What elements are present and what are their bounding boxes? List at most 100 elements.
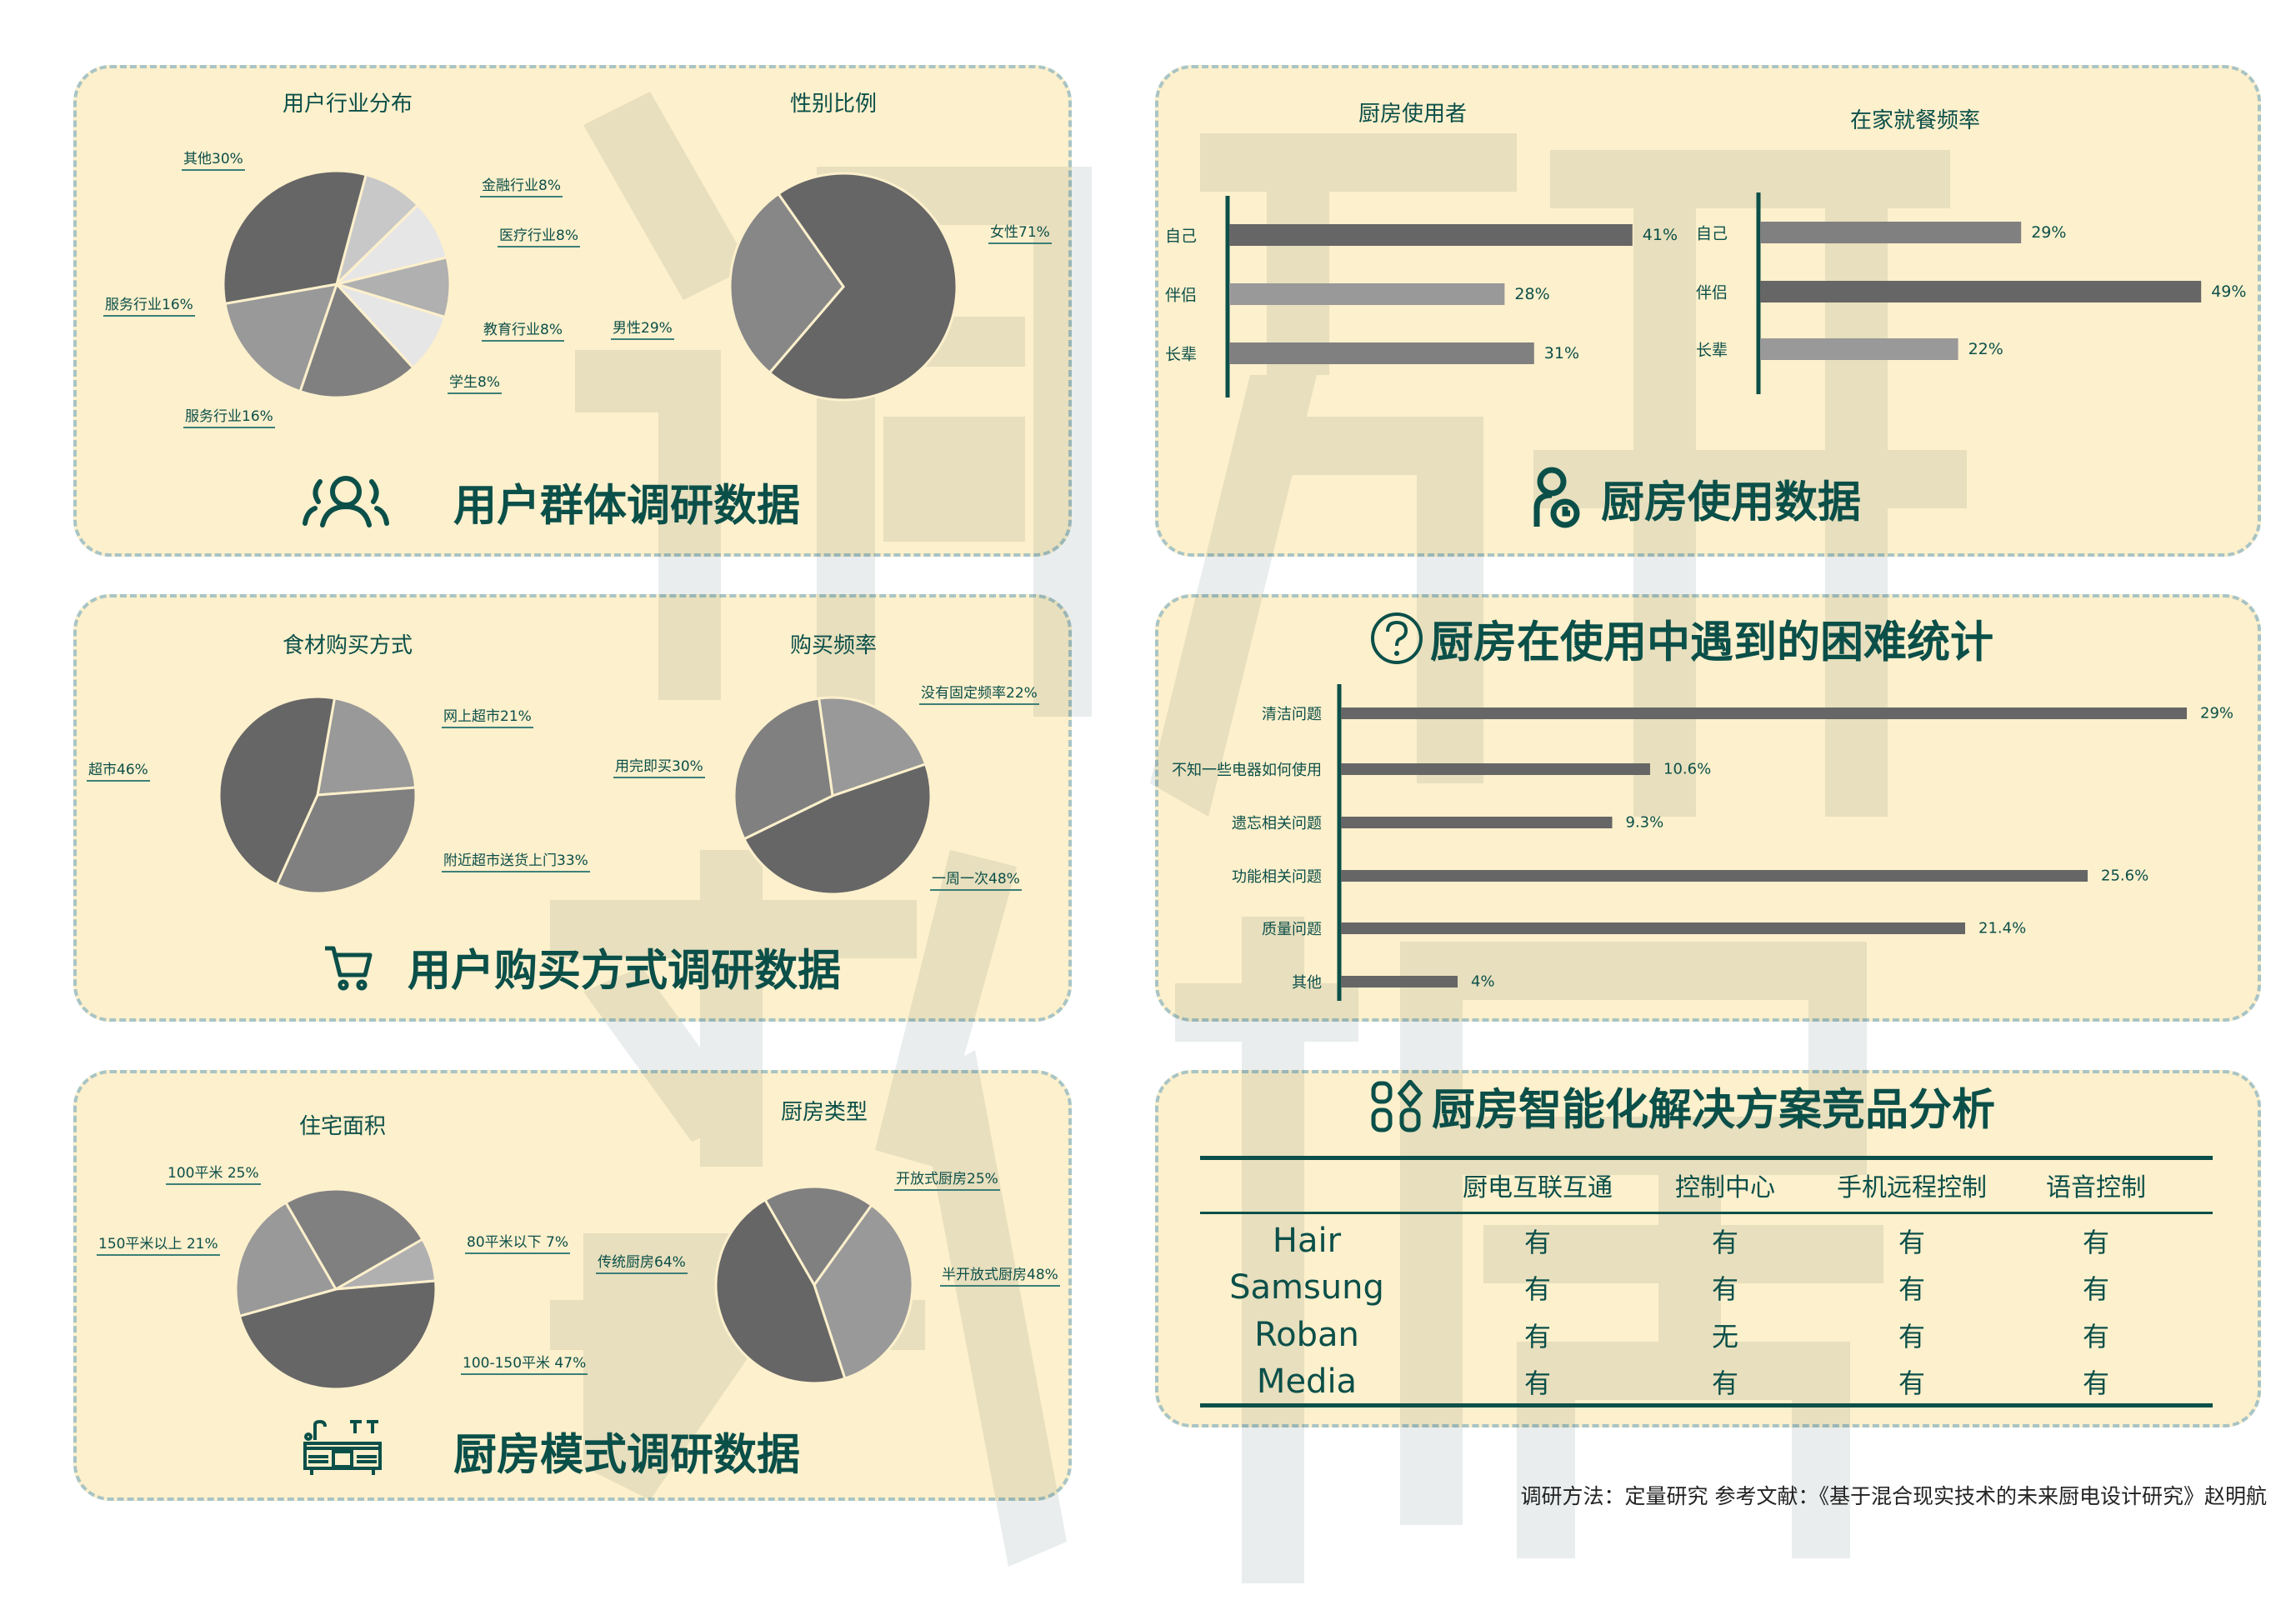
pie-label: 传统厨房64% <box>596 1250 688 1274</box>
bar-value-label: 29% <box>2200 704 2234 722</box>
bar <box>1341 976 1458 988</box>
section-title: 用户群体调研数据 <box>453 481 801 532</box>
table-cell: 有 <box>1711 1273 1739 1305</box>
brand-name: Media <box>1256 1362 1358 1401</box>
pie-slice <box>223 282 339 393</box>
bar-category-label: 质量问题 <box>1262 921 1322 938</box>
apps-icon <box>1371 1080 1423 1132</box>
pie-label: 开放式厨房25% <box>894 1167 1000 1191</box>
bar-value-label: 9.3% <box>1625 813 1664 832</box>
table-cell: 有 <box>1523 1368 1552 1399</box>
user-clock-icon <box>1533 467 1580 528</box>
pie-slice <box>298 282 415 399</box>
bar-category-label: 遗忘相关问题 <box>1232 815 1322 832</box>
pie-label: 网上超市21% <box>442 704 533 728</box>
pie-label: 金融行业8% <box>480 173 563 198</box>
pie-label: 医疗行业8% <box>498 223 580 248</box>
bar <box>1229 224 1633 246</box>
bar <box>1341 817 1613 828</box>
table-cell: 有 <box>2082 1273 2110 1305</box>
bar <box>1341 763 1650 775</box>
table-cell: 有 <box>1898 1321 1926 1352</box>
pie-label: 附近超市送货上门33% <box>442 848 590 872</box>
table-cell: 无 <box>1711 1321 1739 1352</box>
bar <box>1760 338 1958 360</box>
column-header: 手机远程控制 <box>1837 1173 1987 1202</box>
section-title: 厨房模式调研数据 <box>453 1430 801 1481</box>
pie-slice <box>238 1279 438 1391</box>
pie-slice <box>283 1188 424 1292</box>
bar-category-label: 伴侣 <box>1165 286 1198 305</box>
pie-slice <box>813 1203 914 1381</box>
bar <box>1760 222 2022 243</box>
pie-label: 没有固定频率22% <box>919 681 1039 705</box>
bar-category-label: 不知一些电器如何使用 <box>1172 762 1322 779</box>
section-title: 厨房在使用中遇到的困难统计 <box>1430 618 1994 668</box>
pie-label: 超市46% <box>87 758 150 782</box>
table-rule <box>1200 1156 2213 1160</box>
bar-value-label: 28% <box>1514 285 1550 303</box>
chart-title: 厨房使用者 <box>1358 102 1468 127</box>
brand-name: Samsung <box>1229 1268 1384 1307</box>
pie-label: 学生8% <box>448 370 502 394</box>
table-cell: 有 <box>2082 1368 2110 1399</box>
chart-title: 购买频率 <box>789 633 878 658</box>
pie-slice <box>817 696 928 798</box>
table-cell: 有 <box>1898 1368 1926 1399</box>
bar-value-label: 10.6% <box>1663 760 1712 778</box>
pie-label: 男性29% <box>611 316 674 340</box>
pie-label: 一周一次48% <box>930 867 1022 891</box>
table-cell: 有 <box>1523 1273 1552 1305</box>
bar-category-label: 清洁问题 <box>1262 706 1322 723</box>
pie-slice <box>768 172 958 402</box>
bar-category-label: 自己 <box>1696 224 1728 243</box>
bar-value-label: 29% <box>2031 223 2067 242</box>
pie-slice <box>222 169 368 306</box>
bar <box>1229 342 1534 364</box>
users-icon <box>303 476 389 528</box>
pie-label: 150平米以上 21% <box>97 1232 220 1256</box>
pie-label: 服务行业16% <box>183 404 275 428</box>
bar <box>1341 922 1965 934</box>
bar-value-label: 21.4% <box>1978 919 2027 938</box>
pie-label: 女性71% <box>988 220 1052 244</box>
pie-label: 半开放式厨房48% <box>940 1262 1060 1287</box>
pie-slice <box>733 697 834 841</box>
table-rule <box>1200 1212 2213 1214</box>
table-rule <box>1200 1403 2213 1408</box>
pie-label: 其他30% <box>182 147 245 171</box>
chart-title: 性别比例 <box>789 92 878 117</box>
bar-category-label: 长辈 <box>1165 345 1198 364</box>
pie-slice <box>742 762 933 896</box>
brand-name: Roban <box>1254 1316 1359 1354</box>
pie-label: 80平米以下 7% <box>465 1230 571 1254</box>
bar-category-label: 自己 <box>1165 227 1198 246</box>
bar-category-label: 功能相关问题 <box>1232 868 1322 886</box>
chart-title: 厨房类型 <box>780 1100 868 1125</box>
brand-name: Hair <box>1272 1222 1342 1260</box>
chart-title: 在家就餐频率 <box>1849 108 1981 133</box>
pie-slice <box>275 786 418 895</box>
chart-title: 食材购买方式 <box>282 633 413 658</box>
bar-value-label: 22% <box>1968 340 2003 358</box>
pie-label: 服务行业16% <box>103 292 195 317</box>
bar <box>1341 870 2088 882</box>
table-cell: 有 <box>1711 1368 1739 1399</box>
pie-slice <box>234 1201 338 1318</box>
bar-value-label: 25.6% <box>2101 867 2149 885</box>
bar-value-label: 4% <box>1471 972 1495 991</box>
section-title: 用户购买方式调研数据 <box>408 946 842 997</box>
section-title: 厨房智能化解决方案竞品分析 <box>1432 1085 1996 1136</box>
table-cell: 有 <box>2082 1321 2110 1352</box>
table-cell: 有 <box>1898 1273 1926 1305</box>
bar-value-label: 41% <box>1642 226 1678 244</box>
bar-value-label: 49% <box>2211 282 2247 301</box>
table-cell: 有 <box>1523 1227 1552 1258</box>
footer-note: 调研方法：定量研究 参考文献：《基于混合现实技术的未来厨电设计研究》赵明航 <box>1520 1484 2267 1508</box>
pie-slice <box>714 1198 847 1385</box>
bar-category-label: 其他 <box>1292 974 1322 992</box>
bar-value-label: 31% <box>1543 344 1580 362</box>
pie-label: 100平米 25% <box>166 1161 261 1185</box>
section-title: 厨房使用数据 <box>1601 478 1862 528</box>
